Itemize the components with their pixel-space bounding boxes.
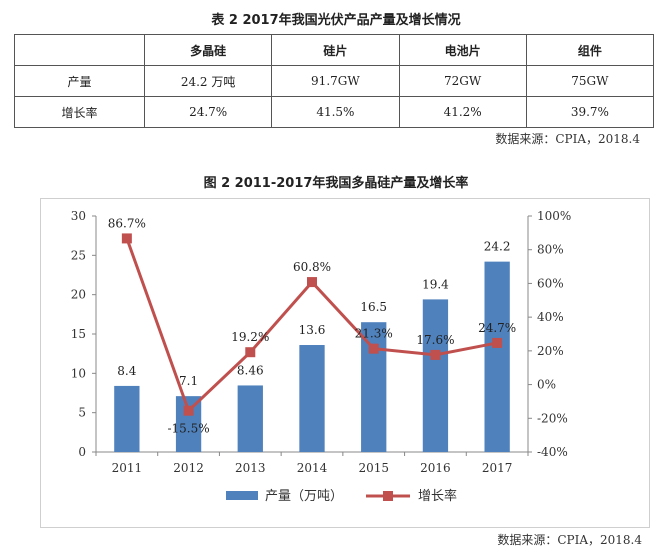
table-row-label: 增长率 [15, 97, 145, 128]
bar-data-label: 7.1 [179, 374, 198, 388]
x-tick-label: 2011 [112, 461, 143, 475]
growth-marker [430, 350, 440, 360]
growth-marker [492, 338, 502, 348]
table-cell: 72GW [399, 66, 526, 97]
y-left-tick-label: 25 [71, 248, 86, 262]
bar [114, 386, 139, 452]
table-cell: 75GW [526, 66, 653, 97]
bar-data-label: 8.4 [117, 364, 136, 378]
production-table: 多晶硅 硅片 电池片 组件 产量 24.2 万吨 91.7GW 72GW 75G… [14, 34, 654, 128]
bar-data-label: 13.6 [299, 323, 326, 337]
bar [361, 322, 386, 452]
bar [423, 299, 448, 452]
bar-data-label: 8.46 [237, 363, 264, 377]
chart-svg: 0 5 10 15 20 25 30 -40% -20% 0% 20% 40% 60% 80% 100% 20… [41, 199, 649, 527]
table-cell: 24.7% [145, 97, 272, 128]
x-tick-label: 2015 [358, 461, 389, 475]
table-row: 产量 24.2 万吨 91.7GW 72GW 75GW [15, 66, 654, 97]
line-data-label: 24.7% [478, 321, 516, 335]
growth-marker [245, 347, 255, 357]
table-header-cell: 多晶硅 [145, 35, 272, 66]
y-right-tick-label: 80% [537, 243, 564, 257]
y-right-tick-label: 0% [537, 378, 556, 392]
bar [299, 345, 324, 452]
legend-label-bar: 产量（万吨） [265, 489, 343, 504]
chart-frame: 0 5 10 15 20 25 30 -40% -20% 0% 20% 40% 60% 80% 100% 20… [40, 198, 650, 528]
table-cell: 39.7% [526, 97, 653, 128]
y-right-tick-label: 100% [537, 209, 571, 223]
table-header-cell [15, 35, 145, 66]
legend-label-line: 增长率 [418, 488, 457, 504]
line-data-label: -15.5% [167, 422, 209, 436]
bar-data-label: 16.5 [360, 300, 387, 314]
growth-marker [122, 233, 132, 243]
table-row-label: 产量 [15, 66, 145, 97]
y-right-tick-label: 60% [537, 276, 564, 290]
table-source-note: 数据来源：CPIA，2018.4 [495, 130, 640, 147]
table-row: 增长率 24.7% 41.5% 41.2% 39.7% [15, 97, 654, 128]
line-data-label: 60.8% [293, 260, 331, 274]
bar-data-label: 19.4 [422, 277, 449, 291]
line-data-label: 86.7% [108, 216, 146, 230]
x-tick-label: 2012 [173, 461, 204, 475]
chart-title: 图 2 2011-2017年我国多晶硅产量及增长率 [0, 172, 672, 191]
bar [484, 262, 509, 452]
line-data-label: 21.3% [355, 327, 393, 341]
y-left-tick-label: 15 [71, 327, 86, 341]
growth-marker [369, 344, 379, 354]
table-header-cell: 硅片 [272, 35, 399, 66]
x-tick-label: 2013 [235, 461, 266, 475]
table-header-row: 多晶硅 硅片 电池片 组件 [15, 35, 654, 66]
y-left-tick-label: 0 [78, 445, 86, 459]
y-left-tick-label: 10 [71, 366, 86, 380]
line-data-label: 19.2% [231, 330, 269, 344]
growth-marker [307, 277, 317, 287]
y-left-tick-label: 30 [71, 209, 86, 223]
legend-swatch-bar [226, 491, 258, 500]
bar-data-label: 24.2 [484, 240, 511, 254]
table-header-cell: 组件 [526, 35, 653, 66]
table-cell: 41.2% [399, 97, 526, 128]
y-left-tick-label: 20 [71, 288, 86, 302]
table-cell: 41.5% [272, 97, 399, 128]
table-title: 表 2 2017年我国光伏产品产量及增长情况 [0, 9, 672, 28]
line-data-label: 17.6% [416, 333, 454, 347]
table-cell: 91.7GW [272, 66, 399, 97]
x-tick-label: 2014 [297, 461, 328, 475]
growth-marker [184, 406, 194, 416]
table-header-cell: 电池片 [399, 35, 526, 66]
y-right-tick-label: 20% [537, 344, 564, 358]
x-tick-label: 2016 [420, 461, 451, 475]
bar [238, 385, 263, 452]
x-tick-label: 2017 [482, 461, 513, 475]
y-left-tick-label: 5 [78, 406, 86, 420]
table-cell: 24.2 万吨 [145, 66, 272, 97]
y-right-tick-label: 40% [537, 310, 564, 324]
legend-swatch-marker [383, 491, 393, 501]
y-right-tick-label: -20% [537, 411, 568, 425]
y-right-tick-label: -40% [537, 445, 568, 459]
chart-source-note: 数据来源：CPIA，2018.4 [497, 531, 642, 548]
